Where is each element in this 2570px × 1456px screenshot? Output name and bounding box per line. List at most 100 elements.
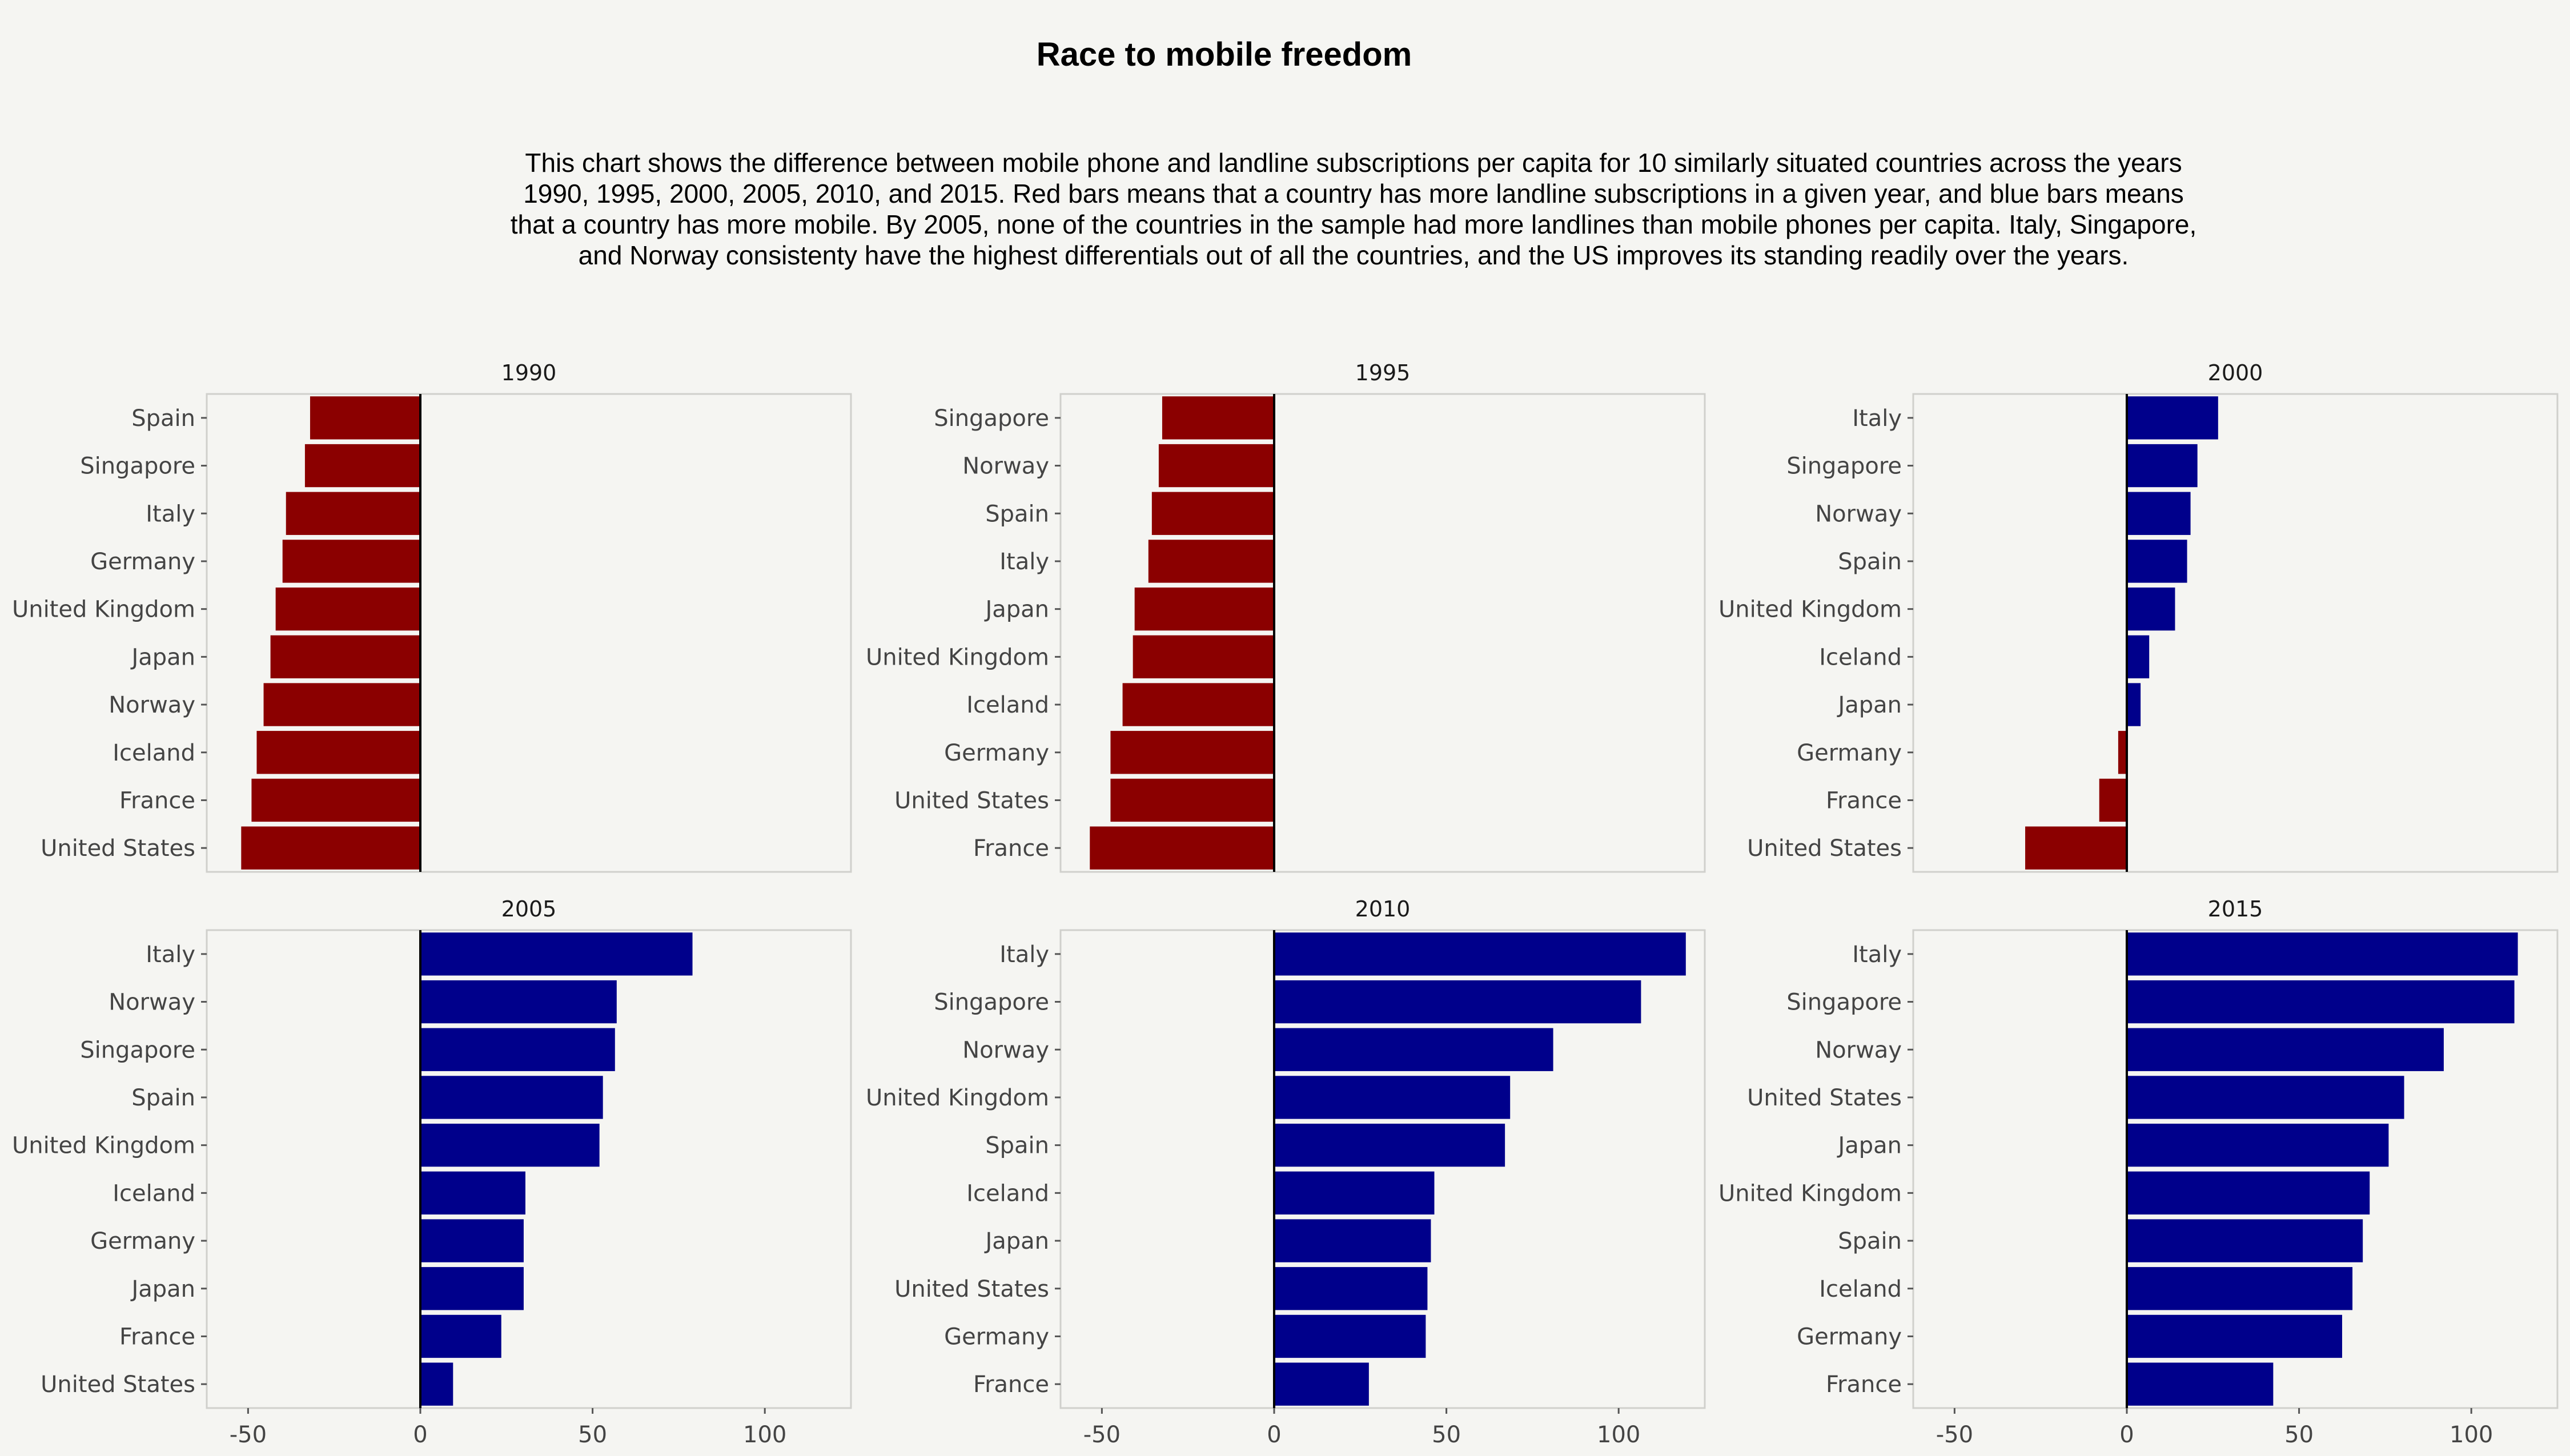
x-tick-label: 100: [743, 1422, 786, 1448]
bar-italy: [420, 932, 693, 976]
bar-germany: [420, 1219, 524, 1262]
y-tick-label: Norway: [109, 990, 195, 1016]
y-tick-label: France: [973, 1371, 1049, 1398]
bar-norway: [1274, 1028, 1553, 1071]
y-tick-label: United States: [1747, 1085, 1902, 1111]
bar-united-kingdom: [2126, 587, 2175, 631]
y-tick-label: Iceland: [966, 692, 1049, 718]
chart-title: Race to mobile freedom: [1036, 36, 1412, 73]
bar-france: [1274, 1362, 1369, 1406]
bar-spain: [310, 396, 420, 440]
y-tick-label: France: [119, 1324, 195, 1350]
bar-germany: [2118, 731, 2127, 774]
panel-frame: [1912, 393, 2559, 873]
x-tick-label: -50: [230, 1422, 267, 1448]
y-tick-label: United Kingdom: [866, 1085, 1049, 1111]
bar-france: [1090, 826, 1274, 870]
x-tick-label: 50: [1432, 1422, 1461, 1448]
bar-iceland: [2126, 635, 2150, 679]
y-tick-label: Japan: [983, 1228, 1049, 1254]
panel-1990: 1990 Spain Singapore Italy Germany United Kin…: [12, 360, 852, 873]
y-tick-label: Japan: [983, 597, 1049, 623]
x-tick-label: 100: [2449, 1422, 2493, 1448]
panel-frame: [1912, 929, 2559, 1409]
bar-united-states: [2126, 1076, 2404, 1119]
y-tick-label: Japan: [1836, 692, 1902, 718]
y-tick-label: Italy: [146, 942, 195, 968]
bar-norway: [1158, 444, 1274, 488]
x-tick-label: 0: [413, 1422, 427, 1448]
bar-united-states: [420, 1362, 453, 1406]
x-tick-label: 0: [2119, 1422, 2134, 1448]
panel-2010: 2010 Italy Singapore Norway United Kingdom Sp…: [866, 896, 1706, 1448]
y-tick-label: United Kingdom: [12, 1133, 195, 1159]
bar-italy: [1274, 932, 1686, 976]
y-tick-label: Iceland: [1819, 1276, 1902, 1302]
bar-united-kingdom: [2126, 1171, 2370, 1215]
bar-iceland: [420, 1171, 525, 1215]
bar-united-states: [1274, 1267, 1428, 1310]
y-tick-label: France: [119, 787, 195, 814]
y-tick-label: France: [1826, 787, 1902, 814]
y-tick-label: Singapore: [934, 405, 1049, 432]
y-tick-label: Singapore: [80, 1037, 195, 1063]
y-tick-label: Japan: [130, 644, 195, 670]
x-tick-label: 100: [1597, 1422, 1640, 1448]
y-tick-label: France: [1826, 1371, 1902, 1398]
bar-japan: [270, 635, 420, 679]
x-tick-label: -50: [1936, 1422, 1973, 1448]
bar-italy: [2126, 932, 2518, 976]
bar-united-kingdom: [420, 1123, 600, 1167]
panel-frame: [1059, 393, 1706, 873]
bar-germany: [1110, 731, 1274, 774]
y-tick-label: United Kingdom: [1718, 597, 1902, 623]
bar-united-states: [1110, 778, 1274, 822]
y-tick-label: Iceland: [966, 1180, 1049, 1206]
y-tick-label: United States: [1747, 835, 1902, 862]
x-tick-label: 0: [1267, 1422, 1281, 1448]
y-tick-label: Norway: [1815, 501, 1902, 527]
y-tick-label: United States: [41, 835, 195, 862]
y-tick-label: Germany: [1797, 1324, 1902, 1350]
bar-italy: [286, 492, 420, 535]
y-tick-label: Singapore: [1786, 990, 1902, 1016]
bar-united-kingdom: [1133, 635, 1274, 679]
bar-singapore: [2126, 980, 2515, 1024]
panel-year-label: 2015: [2208, 896, 2263, 922]
y-tick-label: Iceland: [113, 740, 195, 766]
x-tick-label: 50: [578, 1422, 607, 1448]
bar-iceland: [256, 731, 420, 774]
bar-iceland: [1122, 683, 1274, 726]
y-tick-label: Italy: [1852, 405, 1902, 432]
y-tick-label: Spain: [985, 1133, 1049, 1159]
bar-iceland: [1274, 1171, 1435, 1215]
y-tick-label: Norway: [962, 453, 1049, 480]
bar-norway: [2126, 1028, 2444, 1071]
y-tick-label: United Kingdom: [866, 644, 1049, 670]
bar-spain: [2126, 540, 2187, 583]
bar-france: [2126, 1362, 2274, 1406]
panel-2000: 2000 Italy Singapore Norway Spain United King…: [1718, 360, 2559, 873]
bar-spain: [1274, 1123, 1505, 1167]
y-tick-label: Singapore: [80, 453, 195, 480]
y-tick-label: Norway: [1815, 1037, 1902, 1063]
y-tick-label: Spain: [1838, 549, 1902, 575]
bar-japan: [1274, 1219, 1431, 1262]
y-tick-label: Italy: [146, 501, 195, 527]
chart-subtitle: This chart shows the difference between …: [510, 148, 2197, 270]
panel-year-label: 2005: [501, 896, 557, 922]
y-tick-label: Spain: [131, 1085, 195, 1111]
bar-japan: [2126, 683, 2141, 726]
y-tick-label: United Kingdom: [1718, 1180, 1902, 1206]
y-tick-label: Japan: [1836, 1133, 1902, 1159]
y-tick-label: Italy: [999, 549, 1049, 575]
bar-japan: [1134, 587, 1274, 631]
panel-year-label: 2010: [1355, 896, 1411, 922]
panel-frame: [206, 929, 852, 1409]
y-tick-label: United States: [894, 787, 1049, 814]
y-tick-label: Iceland: [1819, 644, 1902, 670]
bar-singapore: [304, 444, 420, 488]
y-tick-label: Italy: [999, 942, 1049, 968]
bar-norway: [263, 683, 420, 726]
bar-germany: [2126, 1314, 2342, 1358]
